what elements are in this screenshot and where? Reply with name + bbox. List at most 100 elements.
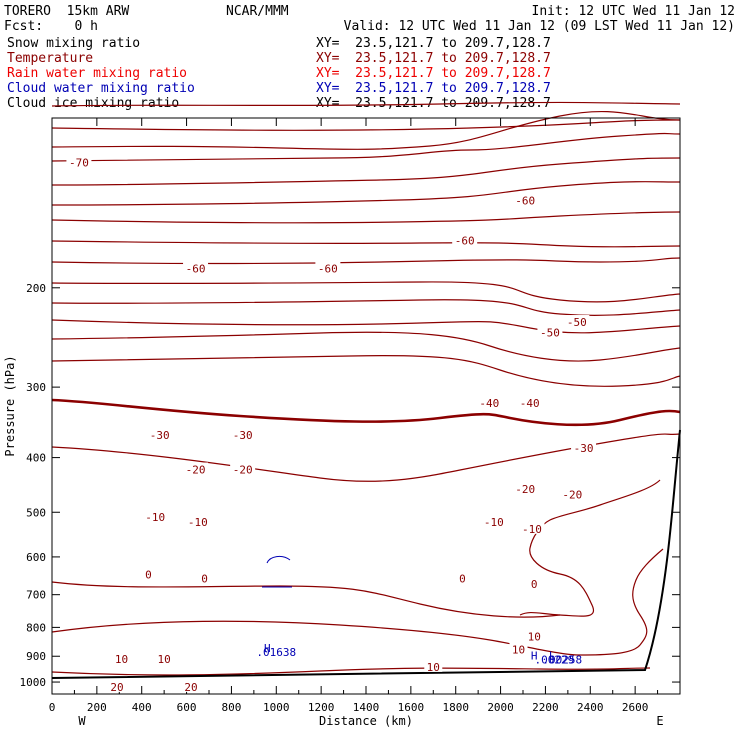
temperature-label: -20	[233, 464, 253, 477]
temperature-label: -10	[145, 511, 165, 524]
y-tick-label: 1000	[20, 676, 47, 689]
contour-label-bg	[230, 462, 256, 475]
contour-line	[51, 433, 681, 482]
y-tick-label: 200	[26, 282, 46, 295]
cloud-water-contour	[266, 555, 291, 564]
contour-label-bg	[185, 514, 211, 527]
x-tick-label: 800	[221, 701, 241, 714]
temperature-label: 0	[531, 578, 538, 591]
legend-xy-temperature: XY= 23.5,121.7 to 209.7,128.7	[316, 51, 551, 66]
legend-label-temperature: Temperature	[7, 51, 93, 66]
contour-label-bg	[519, 521, 545, 534]
cloud-water-label: .01638	[256, 646, 296, 659]
contour-line-zero	[51, 398, 681, 427]
x-tick-label: 1600	[398, 701, 425, 714]
contour-label-bg	[476, 395, 502, 408]
contour-label-bg	[147, 428, 173, 441]
contour-label-bg	[564, 315, 590, 328]
legend-xy-cloud-ice: XY= 23.5,121.7 to 209.7,128.7	[316, 96, 551, 111]
temperature-label: -50	[540, 326, 560, 339]
x-tick-label: 1000	[263, 701, 290, 714]
temperature-label: -10	[188, 516, 208, 529]
y-tick-label: 700	[26, 589, 46, 602]
legend-label-rain: Rain water mixing ratio	[7, 66, 187, 81]
temperature-label: 0	[459, 572, 466, 585]
x-tick-label: 2600	[622, 701, 649, 714]
temperature-contours	[51, 101, 681, 676]
temperature-label: -30	[233, 429, 253, 442]
x-tick-label: 2400	[577, 701, 604, 714]
x-tick-label: 200	[87, 701, 107, 714]
temperature-label: -70	[69, 157, 89, 170]
temperature-label: 10	[427, 661, 440, 674]
valid-time: Valid: 12 UTC Wed 11 Jan 12 (09 LST Wed …	[344, 19, 735, 34]
x-tick-label: 1200	[308, 701, 335, 714]
temperature-label: -60	[515, 194, 535, 207]
contour-line	[51, 667, 651, 676]
contour-label-bg	[559, 487, 585, 500]
legend-xy-rain: XY= 23.5,121.7 to 209.7,128.7	[316, 66, 551, 81]
contour-label-bg	[108, 679, 127, 692]
y-tick-label: 400	[26, 452, 46, 465]
cloud-water-label: .00229	[535, 653, 575, 666]
x-tick-label: 2000	[487, 701, 514, 714]
temperature-label: -60	[186, 263, 206, 276]
contour-label-bg	[456, 571, 468, 584]
cloud-water-label: H	[531, 649, 538, 662]
legend-label-cloud-water: Cloud water mixing ratio	[7, 81, 195, 96]
contour-line	[51, 181, 681, 206]
temperature-label: -10	[522, 523, 542, 536]
contour-line	[51, 157, 681, 186]
legend-xy-snow: XY= 23.5,121.7 to 209.7,128.7	[316, 36, 551, 51]
contour-label-bg	[571, 441, 597, 454]
x-axis-right-endpoint: E	[656, 714, 663, 728]
temperature-label: -30	[574, 442, 594, 455]
temperature-label: 20	[110, 681, 123, 694]
temperature-label: -50	[567, 316, 587, 329]
cloud-water-contours	[262, 555, 292, 588]
contour-line	[51, 257, 681, 264]
temperature-label: 10	[512, 643, 525, 656]
y-tick-label: 300	[26, 381, 46, 394]
temperature-label: 10	[528, 630, 541, 643]
contour-line	[51, 240, 681, 248]
model-title: TORERO 15km ARW	[4, 4, 129, 19]
contour-label-bg	[528, 576, 540, 589]
temperature-label: -30	[150, 429, 170, 442]
contour-line	[51, 319, 681, 334]
x-tick-label: 1400	[353, 701, 380, 714]
contour-label-bg	[509, 642, 528, 655]
temperature-label: -40	[520, 397, 540, 410]
contour-label-bg	[517, 395, 543, 408]
contour-line	[51, 211, 681, 224]
temperature-label: -20	[186, 464, 206, 477]
init-time: Init: 12 UTC Wed 11 Jan 12	[532, 4, 736, 19]
contour-label-bg	[112, 651, 131, 664]
x-tick-label: 0	[49, 701, 56, 714]
contour-line	[51, 101, 681, 107]
contour-label-bg	[66, 155, 92, 168]
cloud-water-label: H	[264, 642, 271, 655]
cloud-water-label: .00258	[542, 653, 582, 666]
temperature-label: -20	[562, 488, 582, 501]
contour-label-bg	[512, 482, 538, 495]
contour-label-bg	[537, 325, 563, 338]
contour-label-bg	[452, 233, 478, 246]
x-axis-left-endpoint: W	[78, 714, 86, 728]
x-tick-label: 400	[132, 701, 152, 714]
contour-line	[51, 299, 681, 316]
contour-label-bg	[481, 514, 507, 527]
y-tick-label: 500	[26, 506, 46, 519]
temperature-label: -20	[515, 483, 535, 496]
temperature-label: 20	[184, 681, 197, 694]
forecast-hour: Fcst: 0 h	[4, 19, 98, 34]
temperature-label: 10	[158, 653, 171, 666]
temperature-label: 0	[201, 572, 208, 585]
x-axis-label: Distance (km)	[319, 714, 413, 728]
terrain-line	[51, 429, 681, 679]
contour-label-bg	[315, 261, 341, 274]
header: TORERO 15km ARW NCAR/MMM Init: 12 UTC We…	[4, 4, 735, 34]
contour-label-bg	[230, 428, 256, 441]
